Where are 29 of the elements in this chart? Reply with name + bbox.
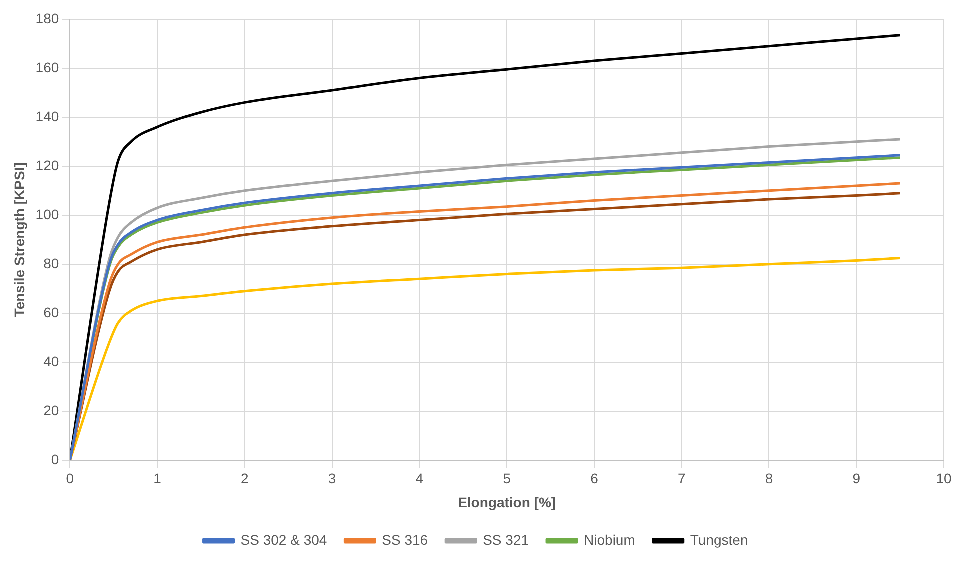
y-tick-label: 20 [44, 402, 60, 418]
x-tick-label: 5 [503, 470, 512, 487]
y-tick-label: 100 [36, 206, 60, 222]
x-tick-label: 0 [66, 470, 74, 487]
y-tick-label: 80 [44, 255, 60, 272]
y-axis-title: Tensile Strength [KPSI] [11, 162, 28, 318]
y-tick-label: 60 [44, 304, 60, 320]
x-tick-label: 3 [328, 470, 336, 487]
x-tick-label: 4 [416, 470, 424, 487]
y-tick-label: 40 [44, 353, 60, 370]
line-series [70, 257, 902, 460]
x-tick-label: 6 [590, 470, 599, 487]
legend-label: Niobium [584, 532, 636, 548]
x-tick-label: 10 [936, 470, 952, 487]
y-tick-label: 120 [36, 157, 60, 174]
x-tick-label: 1 [154, 470, 162, 487]
legend-label: SS 316 [382, 532, 428, 548]
y-tick-label: 180 [36, 10, 60, 26]
x-tick-label: 8 [765, 470, 774, 487]
x-tick-label: 7 [678, 470, 686, 487]
y-tick-label: 140 [36, 108, 60, 124]
x-tick-label: 2 [241, 470, 250, 487]
legend-label: Tungsten [690, 532, 748, 548]
legend-label: SS 321 [483, 532, 530, 548]
y-tick-label: 0 [51, 451, 60, 468]
legend-label: SS 302 & 304 [240, 532, 328, 548]
x-tick-label: 9 [852, 470, 861, 487]
x-axis-title: Elongation [%] [458, 494, 556, 510]
y-tick-label: 160 [36, 59, 60, 76]
